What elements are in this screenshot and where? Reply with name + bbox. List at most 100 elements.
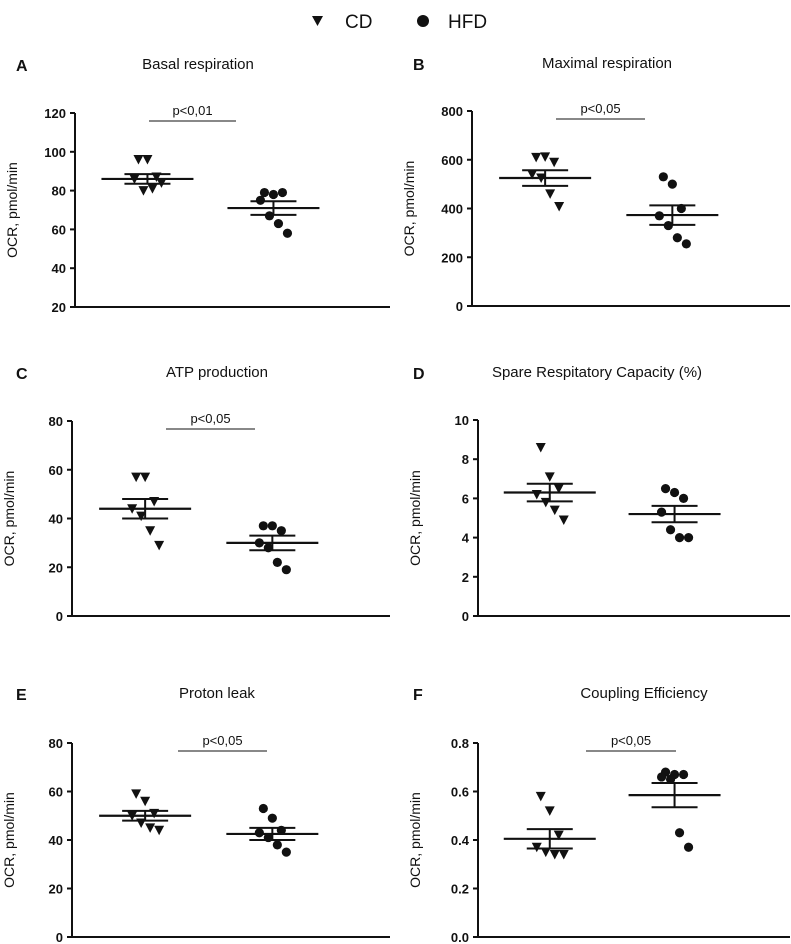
- y-tick-label: 0: [456, 299, 463, 314]
- cd-data-point: [531, 152, 542, 163]
- cd-data-point: [540, 847, 551, 858]
- hfd-data-point: [678, 493, 689, 503]
- y-tick-label: 0.8: [451, 736, 469, 751]
- y-tick-label: 10: [455, 413, 469, 428]
- hfd-data-point: [259, 187, 270, 198]
- cd-data-point: [554, 202, 565, 212]
- panel-b: B Maximal respiration 0 200 400 600 800 OCR, pm…: [401, 55, 790, 314]
- panel-title: Proton leak: [179, 685, 255, 702]
- cd-data-point: [140, 796, 151, 807]
- significance-label: p<0,01: [172, 103, 212, 118]
- y-tick-label: 0: [56, 609, 63, 624]
- hfd-data-point: [665, 774, 676, 784]
- cd-data-point: [553, 830, 564, 841]
- y-tick-label: 40: [52, 261, 66, 276]
- hfd-data-point: [667, 179, 677, 189]
- cd-data-point: [545, 189, 556, 199]
- panel-title: Basal respiration: [142, 56, 254, 73]
- cd-data-point: [544, 806, 555, 816]
- significance-label: p<0,05: [611, 733, 651, 748]
- legend-hfd-marker: [417, 15, 429, 27]
- cd-data-point: [558, 515, 569, 525]
- cd-data-point: [136, 511, 147, 522]
- cd-data-point: [527, 169, 538, 180]
- cd-data-point: [133, 155, 144, 165]
- panel-f: F Coupling Efficiency 0.0 0.2 0.4 0.6 0.8 OCR, …: [407, 685, 790, 944]
- hfd-data-point: [258, 803, 268, 814]
- y-tick-label: 20: [52, 300, 66, 315]
- cd-data-point: [142, 155, 153, 165]
- y-tick-label: 0: [56, 930, 63, 944]
- y-tick-label: 60: [52, 222, 66, 237]
- panel-e: E Proton leak 0 20 40 60 80 OCR, pmol/min p<0,05: [1, 685, 390, 944]
- hfd-data-point: [254, 828, 264, 838]
- cd-data-point: [558, 850, 569, 860]
- y-tick-label: 8: [462, 452, 469, 467]
- hfd-data-point: [674, 828, 685, 838]
- cd-data-point: [131, 789, 142, 799]
- hfd-data-point: [282, 228, 293, 238]
- hfd-data-point: [258, 521, 268, 531]
- y-tick-label: 60: [49, 785, 63, 800]
- y-tick-label: 80: [52, 184, 66, 199]
- y-tick-label: 0.0: [451, 930, 469, 944]
- panel-title: Maximal respiration: [542, 55, 672, 72]
- y-tick-label: 0.6: [451, 785, 469, 800]
- panel-letter: A: [16, 58, 28, 75]
- y-tick-label: 80: [49, 414, 63, 429]
- hfd-data-point: [267, 521, 277, 531]
- panel-c: C ATP production 0 20 40 60 80 OCR, pmol/min p<0…: [1, 364, 390, 624]
- y-tick-label: 20: [49, 882, 63, 897]
- cd-data-point: [131, 472, 142, 483]
- hfd-data-point: [268, 189, 279, 200]
- panel-d: D Spare Respitatory Capacity (%) 0 2 4 6 8 10 OC…: [407, 364, 790, 624]
- hfd-data-point: [674, 533, 685, 543]
- hfd-data-point: [273, 218, 284, 229]
- panel-letter: D: [413, 366, 425, 383]
- hfd-data-point: [267, 813, 277, 823]
- hfd-data-point: [681, 239, 691, 249]
- y-tick-label: 400: [441, 202, 463, 217]
- y-tick-label: 40: [49, 512, 63, 527]
- cd-data-point: [535, 791, 546, 802]
- cd-data-point: [540, 497, 551, 508]
- legend-hfd-label: HFD: [448, 12, 487, 33]
- y-tick-label: 600: [441, 153, 463, 168]
- hfd-data-point: [281, 565, 291, 575]
- cd-data-point: [147, 184, 158, 194]
- legend-cd-marker: [312, 16, 323, 26]
- cd-data-point: [553, 484, 564, 494]
- y-tick-label: 20: [49, 560, 63, 575]
- hfd-data-point: [665, 525, 676, 535]
- cd-data-point: [544, 472, 555, 482]
- hfd-data-point: [272, 557, 282, 567]
- y-axis-label: OCR, pmol/min: [1, 471, 17, 567]
- panel-a: A Basal respiration 20 40 60 80 100 120 OCR, pmo…: [4, 56, 390, 315]
- significance-label: p<0,05: [580, 101, 620, 116]
- y-tick-label: 6: [462, 491, 469, 506]
- panel-title: ATP production: [166, 364, 268, 381]
- hfd-data-point: [660, 484, 671, 494]
- hfd-data-point: [683, 842, 694, 852]
- cd-data-point: [549, 850, 560, 860]
- y-tick-label: 100: [44, 145, 66, 160]
- cd-data-point: [138, 186, 149, 196]
- cd-data-point: [549, 157, 560, 168]
- y-tick-label: 40: [49, 833, 63, 848]
- y-tick-label: 800: [441, 104, 463, 119]
- y-tick-label: 60: [49, 463, 63, 478]
- panel-letter: C: [16, 366, 28, 383]
- y-tick-label: 200: [441, 250, 463, 265]
- hfd-data-point: [658, 172, 668, 182]
- cd-data-point: [140, 472, 151, 483]
- y-tick-label: 4: [462, 531, 470, 546]
- y-axis-label: OCR, pmol/min: [4, 162, 20, 258]
- hfd-data-point: [272, 840, 282, 850]
- y-axis-label: OCR, pmol/min: [407, 792, 423, 888]
- y-tick-label: 0.2: [451, 882, 469, 897]
- hfd-data-point: [683, 533, 694, 543]
- cd-data-point: [154, 825, 165, 836]
- hfd-data-point: [678, 769, 689, 780]
- cd-data-point: [549, 505, 560, 516]
